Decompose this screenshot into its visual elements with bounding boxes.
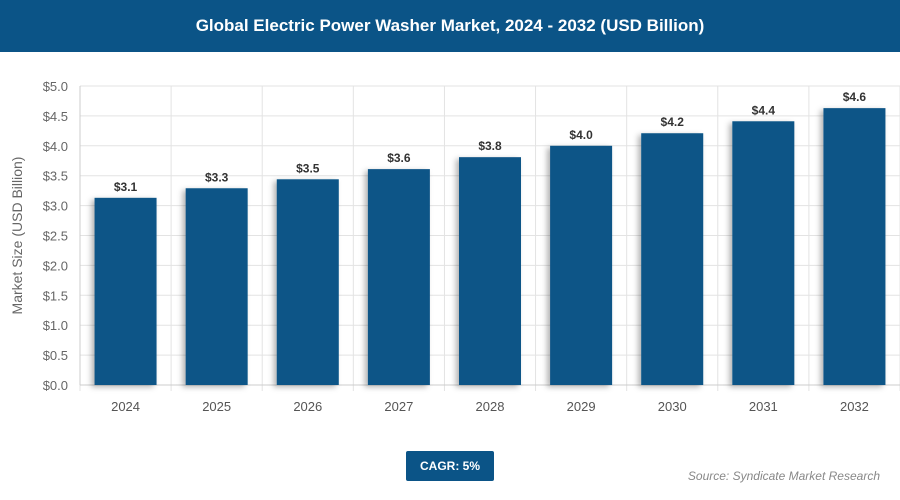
bar-2025	[185, 188, 248, 385]
bar-2028	[459, 157, 521, 385]
y-tick-label: $3.0	[43, 199, 68, 214]
data-label: $4.2	[661, 115, 685, 129]
bar-2026	[276, 179, 339, 385]
x-tick-label: 2024	[111, 399, 140, 414]
bar-2024	[94, 197, 157, 385]
bar-2030	[641, 133, 704, 385]
bar-2027	[367, 169, 430, 385]
x-tick-label: 2030	[658, 399, 687, 414]
data-label: $3.1	[114, 180, 138, 194]
data-label: $4.0	[569, 128, 593, 142]
source-note: Source: Syndicate Market Research	[687, 469, 880, 483]
y-tick-label: $2.0	[43, 258, 68, 273]
data-label: $3.5	[296, 161, 320, 175]
x-tick-label: 2029	[567, 399, 596, 414]
y-tick-label: $5.0	[43, 79, 68, 94]
data-label: $3.6	[387, 151, 411, 165]
y-tick-label: $2.5	[43, 229, 68, 244]
bar-2032	[823, 108, 886, 385]
data-label: $3.3	[205, 170, 229, 184]
y-tick-label: $0.0	[43, 378, 68, 393]
data-label: $3.8	[478, 139, 502, 153]
data-label: $4.6	[843, 90, 867, 104]
y-tick-label: $4.0	[43, 139, 68, 154]
y-tick-label: $0.5	[43, 348, 68, 363]
x-tick-label: 2025	[202, 399, 231, 414]
y-axis-title: Market Size (USD Billion)	[9, 157, 25, 315]
y-tick-label: $1.5	[43, 288, 68, 303]
y-tick-label: $3.5	[43, 169, 68, 184]
y-tick-label: $4.5	[43, 109, 68, 124]
x-tick-label: 2026	[293, 399, 322, 414]
x-tick-label: 2031	[749, 399, 778, 414]
data-label: $4.4	[752, 103, 776, 117]
chart-title: Global Electric Power Washer Market, 202…	[0, 0, 900, 52]
bar-2031	[732, 121, 795, 386]
bar-2029	[550, 145, 613, 385]
x-tick-label: 2027	[384, 399, 413, 414]
x-tick-label: 2032	[840, 399, 869, 414]
y-tick-label: $1.0	[43, 318, 68, 333]
cagr-badge: CAGR: 5%	[406, 451, 494, 481]
bar-chart: $0.0 $0.5 $1.0 $1.5 $2.0 $2.5 $3.0 $3.5 $4.0 $4.5…	[9, 79, 900, 414]
x-tick-label: 2028	[476, 399, 505, 414]
